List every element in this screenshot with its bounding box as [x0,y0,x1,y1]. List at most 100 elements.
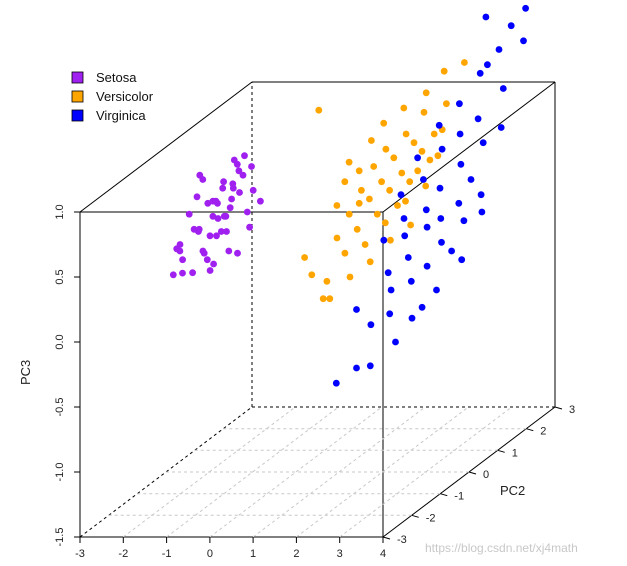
point-setosa [206,267,214,274]
y-tick-label: 3 [569,404,575,416]
y-tick-label: 2 [540,426,546,438]
z-axis-title: PC3 [18,360,33,385]
y-axis-tick [411,514,419,518]
point-versicolor [420,108,428,116]
point-versicolor [341,249,349,257]
legend-swatch-virginica [71,109,84,122]
point-versicolor [373,210,381,218]
point-setosa [213,232,220,240]
point-setosa [220,212,228,220]
point-virginica [367,321,375,329]
point-virginica [380,236,388,244]
point-setosa [206,232,214,240]
point-virginica [436,184,444,192]
point-versicolor [355,199,363,207]
point-virginica [499,85,507,92]
point-versicolor [366,258,374,266]
z-tick-label: 0.0 [54,334,66,349]
box-edge [382,81,556,213]
z-tick-label: -1.5 [54,528,66,547]
point-versicolor [434,152,442,160]
point-versicolor [333,234,341,242]
y-tick-label: 0 [483,469,489,481]
point-versicolor [407,221,414,229]
point-virginica [456,130,464,138]
point-setosa [219,184,227,192]
legend-swatch-versicolor [71,90,84,103]
floor-grid-line-x [209,406,383,538]
z-tick-label: 0.5 [54,269,66,284]
point-virginica [456,100,463,108]
point-versicolor [333,202,341,209]
point-setosa [229,184,237,192]
point-versicolor [418,147,426,155]
legend-label-virginica: Virginica [96,108,146,123]
legend-label-versicolor: Versicolor [96,89,154,104]
point-setosa [217,228,225,235]
y-tick-label: 1 [512,447,518,459]
legend-swatch-setosa [71,71,84,84]
point-setosa [176,241,184,248]
point-versicolor [461,59,468,66]
point-virginica [433,286,440,294]
point-virginica [418,303,426,311]
point-versicolor [341,178,349,186]
point-virginica [422,206,430,214]
y-axis-tick [526,428,534,432]
point-versicolor [414,167,422,175]
point-setosa [210,260,218,268]
point-virginica [400,215,408,222]
point-virginica [460,217,468,225]
point-virginica [423,262,431,270]
y-tick-label: -3 [397,534,407,546]
legend-item-virginica: Virginica [71,108,146,123]
point-setosa [179,256,187,264]
point-setosa [257,197,264,205]
point-versicolor [410,139,418,147]
axes: -3 -2 -1 0 1 2 3 4 -3 -2 -1 0 1 2 3 -1.5 -1.0 -0.5 0.0 0.5 1… [54,204,575,560]
data-points [169,4,529,387]
point-versicolor [308,271,316,279]
point-setosa [225,247,233,255]
legend: Setosa Versicolor Virginica [71,70,154,123]
y-axis-tick [554,406,563,410]
point-virginica [386,310,394,318]
point-virginica [353,364,360,372]
x-tick-label: 2 [293,548,299,560]
point-versicolor [422,182,430,190]
point-virginica [366,362,374,370]
point-versicolor [323,277,331,285]
point-setosa [233,160,241,168]
point-virginica [497,124,505,131]
point-virginica [414,154,421,162]
point-setosa [214,215,222,222]
point-setosa [223,228,230,235]
point-setosa [234,249,241,257]
point-setosa [248,163,255,170]
point-virginica [495,46,503,53]
y-axis-tick [440,493,448,497]
point-setosa [235,167,243,175]
point-setosa [169,271,177,279]
point-virginica [467,176,475,183]
point-virginica [397,191,405,199]
point-versicolor [353,225,361,233]
point-virginica [522,4,529,12]
point-virginica [332,379,340,387]
point-virginica [407,277,415,285]
point-versicolor [368,137,375,144]
point-virginica [420,176,427,183]
point-virginica [478,208,486,216]
y-tick-label: -2 [426,512,436,524]
point-setosa [239,171,247,179]
point-versicolor [398,169,406,177]
y-tick-label: -1 [454,491,464,503]
point-setosa [199,176,207,183]
point-versicolor [361,241,369,248]
point-versicolor [402,197,409,205]
x-tick-label: 0 [207,548,213,560]
point-virginica [484,61,491,69]
point-versicolor [390,154,398,162]
point-virginica [438,145,446,153]
point-versicolor [378,178,385,186]
